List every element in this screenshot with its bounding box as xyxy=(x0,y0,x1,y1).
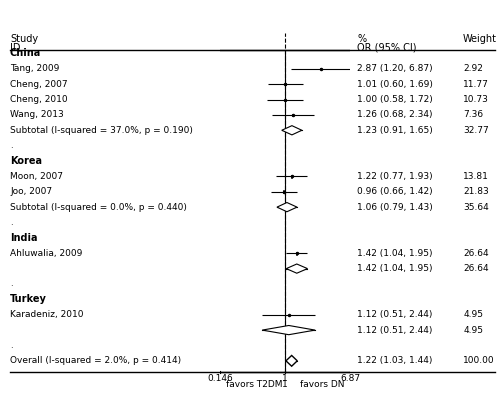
Text: Overall (I-squared = 2.0%, p = 0.414): Overall (I-squared = 2.0%, p = 0.414) xyxy=(10,356,181,365)
Text: 26.64: 26.64 xyxy=(463,264,488,273)
Text: 1.22 (1.03, 1.44): 1.22 (1.03, 1.44) xyxy=(357,356,432,365)
Text: favors T2DM: favors T2DM xyxy=(226,380,282,389)
Text: .: . xyxy=(10,341,12,350)
Polygon shape xyxy=(262,326,315,335)
Text: 6.87: 6.87 xyxy=(340,375,360,383)
Text: 32.77: 32.77 xyxy=(463,126,489,135)
Polygon shape xyxy=(286,264,308,273)
Text: 4.95: 4.95 xyxy=(463,310,483,319)
Text: .: . xyxy=(10,218,12,227)
Text: 1.26 (0.68, 2.34): 1.26 (0.68, 2.34) xyxy=(357,110,433,120)
Text: 35.64: 35.64 xyxy=(463,203,489,212)
Text: .: . xyxy=(10,141,12,150)
Text: OR (95% CI): OR (95% CI) xyxy=(357,43,417,53)
Polygon shape xyxy=(286,355,298,366)
Text: 0.96 (0.66, 1.42): 0.96 (0.66, 1.42) xyxy=(357,187,433,196)
Text: Ahluwalia, 2009: Ahluwalia, 2009 xyxy=(10,249,83,258)
Text: 13.81: 13.81 xyxy=(463,172,489,181)
Text: 11.77: 11.77 xyxy=(463,80,489,89)
Bar xyxy=(283,190,284,193)
Text: India: India xyxy=(10,233,38,243)
Text: 7.36: 7.36 xyxy=(463,110,483,120)
Text: Tang, 2009: Tang, 2009 xyxy=(10,64,59,73)
Text: 21.83: 21.83 xyxy=(463,187,489,196)
Text: Joo, 2007: Joo, 2007 xyxy=(10,187,52,196)
Text: Study: Study xyxy=(10,34,38,44)
Text: favors DN: favors DN xyxy=(300,380,344,389)
Text: 1.12 (0.51, 2.44): 1.12 (0.51, 2.44) xyxy=(357,326,432,334)
Text: Subtotal (I-squared = 0.0%, p = 0.440): Subtotal (I-squared = 0.0%, p = 0.440) xyxy=(10,203,187,212)
Text: 4.95: 4.95 xyxy=(463,326,483,334)
Text: 1.42 (1.04, 1.95): 1.42 (1.04, 1.95) xyxy=(357,249,433,258)
Text: 1.06 (0.79, 1.43): 1.06 (0.79, 1.43) xyxy=(357,203,433,212)
Text: 2.92: 2.92 xyxy=(463,64,483,73)
Text: 1.22 (0.77, 1.93): 1.22 (0.77, 1.93) xyxy=(357,172,433,181)
Text: ID: ID xyxy=(10,43,20,53)
Text: China: China xyxy=(10,48,41,59)
Text: Karadeniz, 2010: Karadeniz, 2010 xyxy=(10,310,84,319)
Text: 1: 1 xyxy=(282,375,288,383)
Text: .: . xyxy=(10,280,12,288)
Polygon shape xyxy=(282,126,302,135)
Text: 0.146: 0.146 xyxy=(207,375,233,383)
Text: 100.00: 100.00 xyxy=(463,356,494,365)
Text: 1.23 (0.91, 1.65): 1.23 (0.91, 1.65) xyxy=(357,126,433,135)
Text: 1: 1 xyxy=(282,380,288,389)
Text: 1.42 (1.04, 1.95): 1.42 (1.04, 1.95) xyxy=(357,264,433,273)
Text: Korea: Korea xyxy=(10,156,42,166)
Bar xyxy=(284,99,286,101)
Text: Cheng, 2010: Cheng, 2010 xyxy=(10,95,68,104)
Text: Moon, 2007: Moon, 2007 xyxy=(10,172,63,181)
Text: 1.12 (0.51, 2.44): 1.12 (0.51, 2.44) xyxy=(357,310,432,319)
Text: 1.01 (0.60, 1.69): 1.01 (0.60, 1.69) xyxy=(357,80,433,89)
Text: %: % xyxy=(357,34,366,44)
Text: Weight: Weight xyxy=(463,34,497,44)
Text: Cheng, 2007: Cheng, 2007 xyxy=(10,80,68,89)
Text: Turkey: Turkey xyxy=(10,294,47,304)
Bar xyxy=(285,83,286,85)
Bar xyxy=(296,252,298,255)
Text: 26.64: 26.64 xyxy=(463,249,488,258)
Text: 2.87 (1.20, 6.87): 2.87 (1.20, 6.87) xyxy=(357,64,433,73)
Text: Subtotal (I-squared = 37.0%, p = 0.190): Subtotal (I-squared = 37.0%, p = 0.190) xyxy=(10,126,193,135)
Text: 10.73: 10.73 xyxy=(463,95,489,104)
Text: Wang, 2013: Wang, 2013 xyxy=(10,110,64,120)
Polygon shape xyxy=(277,202,297,212)
Bar xyxy=(292,114,293,116)
Text: 1.00 (0.58, 1.72): 1.00 (0.58, 1.72) xyxy=(357,95,433,104)
